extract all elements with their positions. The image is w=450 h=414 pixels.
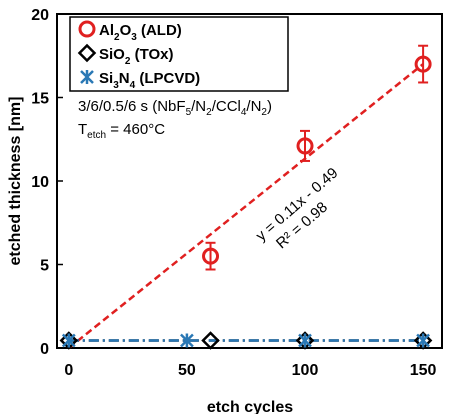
legend-marker-1 (78, 20, 96, 38)
fit-line-series-1 (68, 63, 424, 349)
legend-label-2: SiO2 (TOx) (99, 46, 173, 67)
data-point-series-3 (180, 333, 194, 348)
fit-lines (68, 63, 424, 349)
data-markers (59, 44, 433, 350)
temperature-annotation: Tetch = 460°C (78, 121, 165, 141)
x-axis-ticks: 0 50 100 150 (64, 342, 437, 379)
y-tick-label: 20 (31, 7, 49, 24)
legend-marker-2 (77, 43, 97, 63)
legend-label-1: Al2O3 (ALD) (99, 22, 182, 43)
x-axis-label: etch cycles (207, 399, 293, 414)
data-point-series-3 (298, 333, 312, 348)
x-tick-label: 50 (178, 362, 196, 379)
legend: Al2O3 (ALD) SiO2 (TOx) Si3N4 (LPCVD) (69, 16, 289, 92)
data-point-series-1 (202, 247, 220, 265)
data-point-series-2 (59, 331, 79, 350)
y-tick-label: 15 (31, 91, 49, 108)
x-tick-label: 0 (64, 362, 73, 379)
y-tick-label: 0 (40, 341, 49, 358)
y-tick-label: 5 (40, 258, 49, 275)
legend-marker-3 (80, 70, 94, 84)
legend-box (69, 16, 289, 92)
y-axis-ticks: 0 5 10 15 20 (31, 7, 63, 358)
data-point-series-2 (201, 331, 220, 350)
x-tick-label: 150 (410, 362, 437, 379)
data-point-series-1 (414, 55, 432, 73)
recipe-annotation: 3/6/0.5/6 s (NbF5/N2/CCl4/N2) (78, 98, 272, 118)
data-point-series-2 (295, 331, 315, 350)
x-tick-label: 100 (292, 362, 319, 379)
data-point-series-2 (413, 331, 433, 350)
y-tick-label: 10 (31, 174, 49, 191)
y-axis-label: etched thickness [nm] (7, 97, 24, 266)
legend-label-3: Si3N4 (LPCVD) (99, 70, 200, 91)
data-point-series-3 (61, 333, 76, 348)
data-point-series-3 (416, 333, 430, 348)
data-point-series-1 (296, 137, 314, 155)
